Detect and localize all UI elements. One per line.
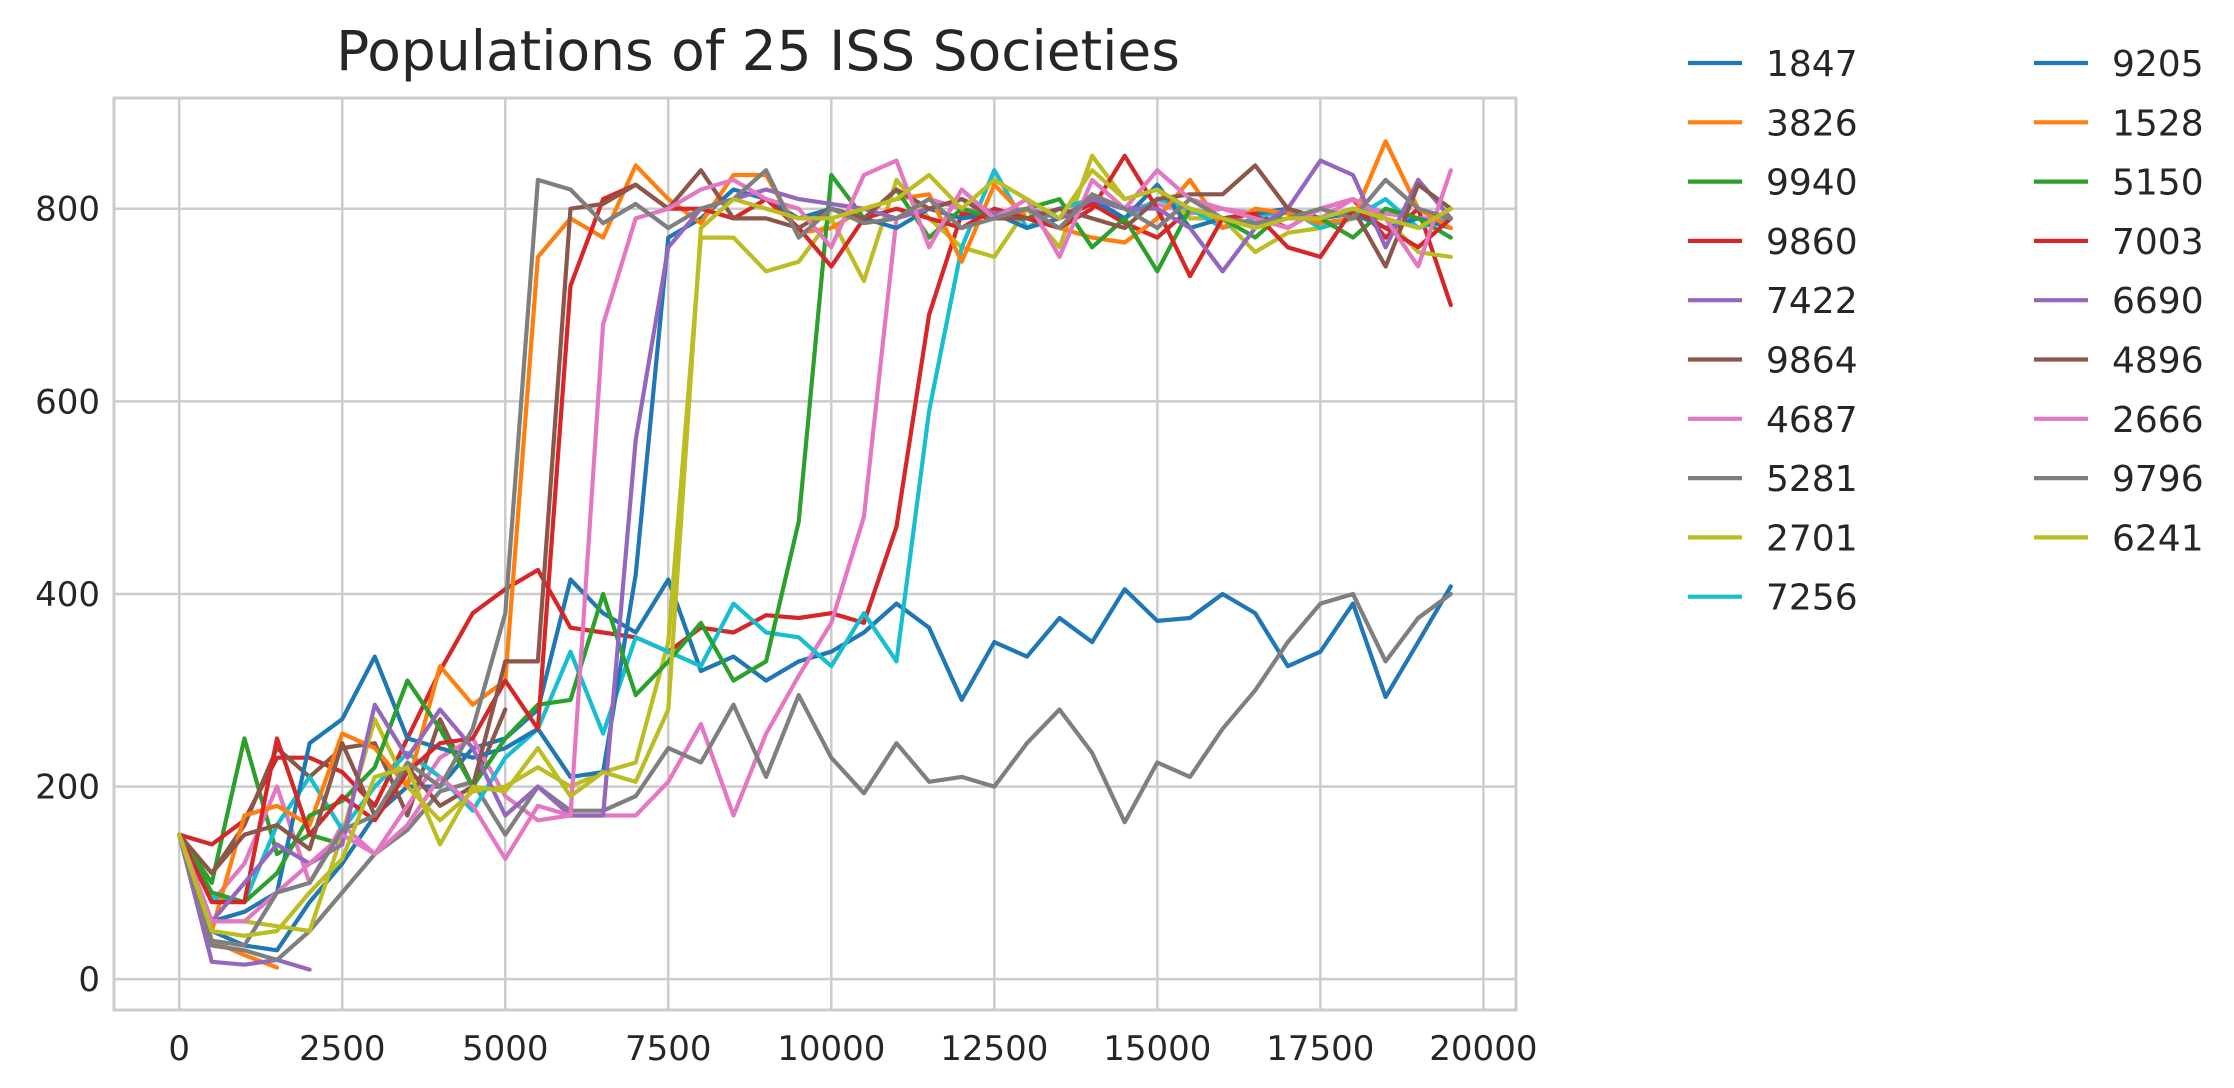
x-tick-label: 15000 [1103, 1029, 1211, 1069]
y-tick-labels: 0 200 400 600 800 [35, 190, 100, 1000]
x-tick-label: 20000 [1429, 1029, 1537, 1069]
series-line-7422 [177, 832, 312, 972]
legend-label: 5281 [1766, 459, 1858, 500]
series-lines [177, 139, 1453, 972]
legend-item-9860: 9860 [1688, 222, 1858, 263]
legend-item-7003: 7003 [2034, 222, 2204, 263]
legend-item-9205: 9205 [2034, 44, 2204, 85]
legend-item-2701: 2701 [1688, 518, 1858, 559]
series-line-1847 [177, 577, 1453, 953]
y-tick-label: 600 [35, 382, 100, 422]
y-tick-label: 200 [35, 768, 100, 808]
legend-label: 4896 [2112, 341, 2204, 382]
series-line-9796 [177, 168, 1453, 948]
x-tick-label: 5000 [462, 1029, 549, 1069]
x-tick-label: 2500 [299, 1029, 386, 1069]
x-tick-label: 17500 [1266, 1029, 1374, 1069]
plot-frame [112, 96, 1518, 1012]
legend-item-7256: 7256 [1688, 578, 1858, 619]
x-tick-labels: 0 2500 5000 7500 10000 12500 15000 17500 20000 [168, 1029, 1537, 1069]
legend: 1847 3826 9940 9860 7422 9864 4687 5281 2701 7256… [1688, 44, 2204, 619]
x-tick-label: 0 [168, 1029, 190, 1069]
legend-item-5150: 5150 [2034, 163, 2204, 204]
chart-title: Populations of 25 ISS Societies [336, 19, 1180, 83]
legend-label: 1847 [1766, 44, 1858, 85]
legend-label: 6690 [2112, 281, 2204, 322]
legend-item-3826: 3826 [1688, 103, 1858, 144]
x-tick-label: 12500 [940, 1029, 1048, 1069]
legend-label: 6241 [2112, 518, 2204, 559]
legend-label: 9860 [1766, 222, 1858, 263]
series-line-6241 [177, 168, 1453, 938]
series-line-2701 [177, 153, 1453, 934]
y-tick-label: 800 [35, 190, 100, 230]
legend-item-1528: 1528 [2034, 103, 2204, 144]
legend-item-7422: 7422 [1688, 281, 1858, 322]
legend-item-9940: 9940 [1688, 163, 1858, 204]
legend-item-2666: 2666 [2034, 400, 2204, 441]
legend-label: 4687 [1766, 400, 1858, 441]
legend-label: 7256 [1766, 578, 1858, 619]
legend-item-5281: 5281 [1688, 459, 1858, 500]
legend-label: 7422 [1766, 281, 1858, 322]
legend-label: 5150 [2112, 163, 2204, 204]
legend-item-9796: 9796 [2034, 459, 2204, 500]
legend-label: 1528 [2112, 103, 2204, 144]
legend-label: 9796 [2112, 459, 2204, 500]
series-line-5150 [177, 172, 1453, 905]
legend-label: 2666 [2112, 400, 2204, 441]
legend-label: 7003 [2112, 222, 2204, 263]
legend-label: 9205 [2112, 44, 2204, 85]
legend-item-6690: 6690 [2034, 281, 2204, 322]
series-line-6690 [177, 158, 1453, 924]
legend-label: 9940 [1766, 163, 1858, 204]
y-tick-label: 400 [35, 575, 100, 615]
legend-label: 9864 [1766, 341, 1858, 382]
legend-item-4896: 4896 [2034, 341, 2204, 382]
series-line-7003 [177, 153, 1453, 905]
legend-item-9864: 9864 [1688, 341, 1858, 382]
legend-item-1847: 1847 [1688, 44, 1858, 85]
legend-label: 3826 [1766, 103, 1858, 144]
series-line-2666 [177, 158, 1453, 924]
x-tick-label: 10000 [777, 1029, 885, 1069]
legend-item-6241: 6241 [2034, 518, 2204, 559]
x-tick-label: 7500 [625, 1029, 712, 1069]
y-tick-label: 0 [78, 960, 100, 1000]
legend-label: 2701 [1766, 518, 1858, 559]
legend-item-4687: 4687 [1688, 400, 1858, 441]
